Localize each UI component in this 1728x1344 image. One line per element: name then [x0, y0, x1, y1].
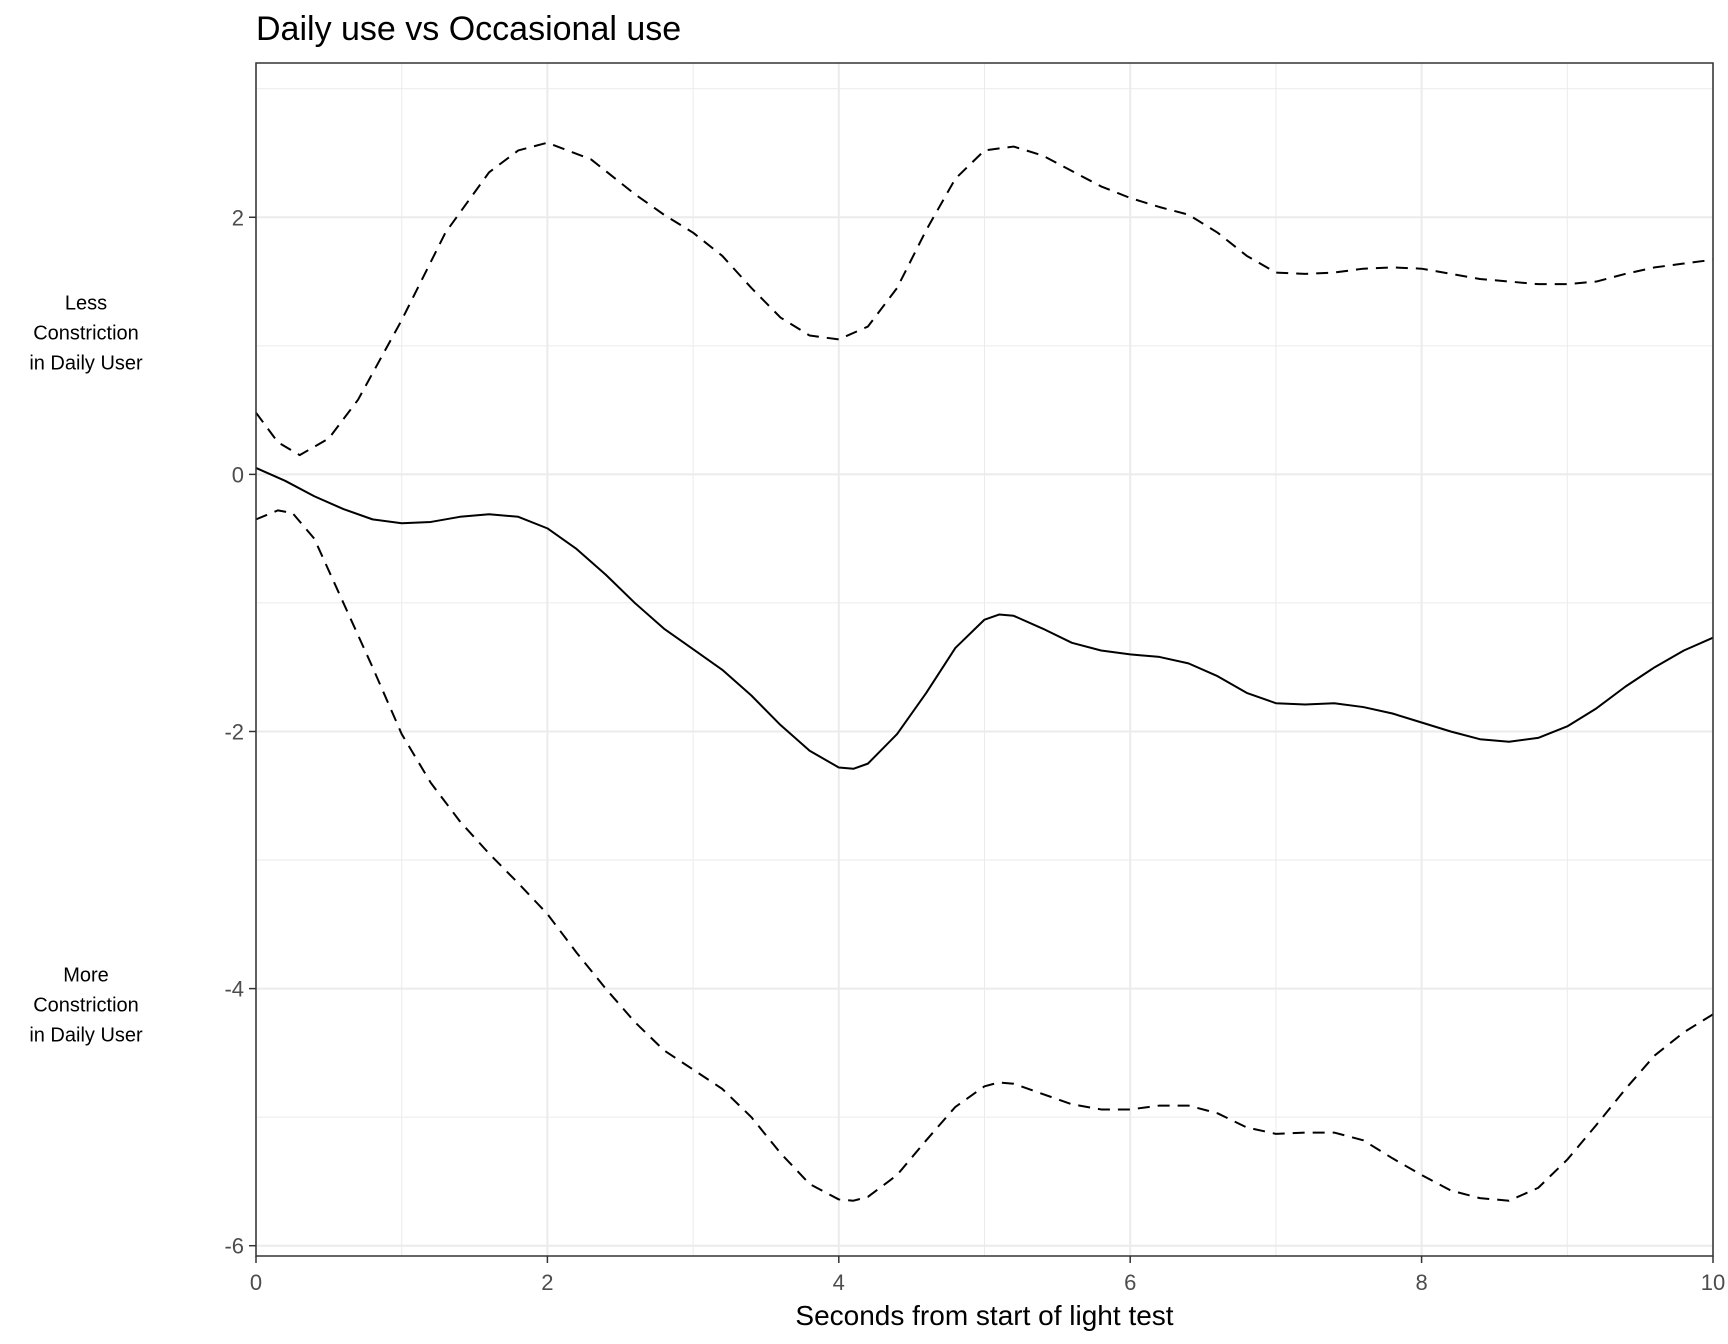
y-tick-label: 2	[232, 205, 244, 230]
upper-ci-line	[255, 141, 1714, 457]
annotation-line: Constriction	[33, 995, 139, 1017]
x-tick-label: 2	[541, 1270, 553, 1295]
more-constriction-label: More Constriction in Daily User	[29, 965, 143, 1047]
chart-title: Daily use vs Occasional use	[256, 10, 681, 48]
annotation-layer: Less Constriction in Daily User More Constri…	[29, 292, 143, 1046]
x-tick-label: 0	[250, 1270, 262, 1295]
annotation-line: More	[63, 965, 109, 987]
plot-border	[255, 62, 1714, 1257]
y-tick-label: -2	[224, 719, 244, 744]
x-tick-label: 10	[1701, 1270, 1725, 1295]
grid-layer	[255, 63, 1714, 1256]
y-tick-label: -4	[224, 977, 244, 1002]
annotation-line: in Daily User	[29, 352, 143, 374]
x-tick-label: 4	[833, 1270, 845, 1295]
annotation-line: Less	[65, 292, 107, 314]
y-tick-label: 0	[232, 462, 244, 487]
less-constriction-label: Less Constriction in Daily User	[29, 292, 143, 374]
lower-ci-line	[255, 509, 1714, 1202]
tick-layer: 0 2 4 6 8 10 -6 -4 -2 0 2	[224, 205, 1725, 1295]
annotation-line: in Daily User	[29, 1025, 143, 1047]
annotation-line: Constriction	[33, 322, 139, 344]
x-tick-label: 6	[1124, 1270, 1136, 1295]
x-tick-label: 8	[1415, 1270, 1427, 1295]
x-axis-title: Seconds from start of light test	[795, 1300, 1173, 1331]
series-layer	[255, 141, 1714, 1202]
estimate-line	[255, 467, 1714, 770]
y-tick-label: -6	[224, 1234, 244, 1259]
